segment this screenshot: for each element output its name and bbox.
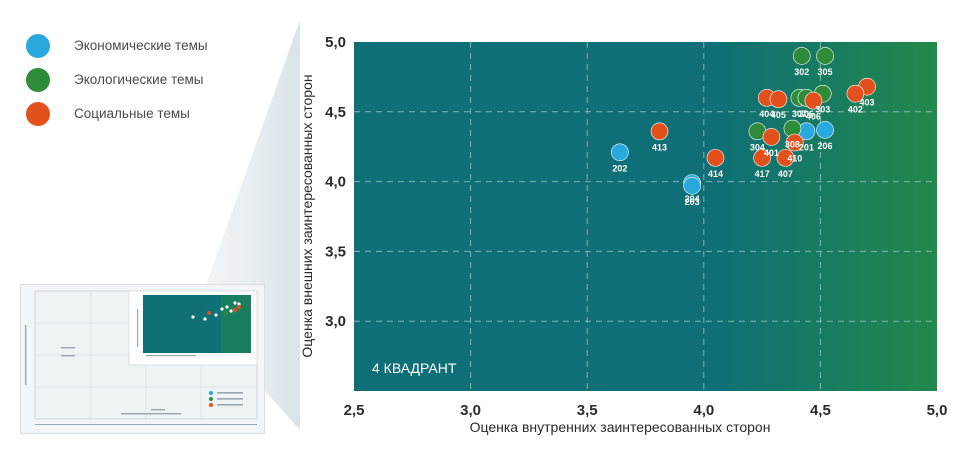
data-point-label: 304 [750, 142, 765, 152]
x-tick-label: 4,0 [693, 402, 714, 419]
data-point [816, 47, 834, 65]
data-point [706, 149, 725, 167]
legend-label-ecological: Экологические темы [74, 72, 204, 87]
data-point-label: 413 [652, 142, 667, 152]
data-point [683, 176, 701, 195]
data-point-label: 414 [708, 169, 723, 179]
overview-thumbnail [20, 284, 265, 434]
data-point [769, 90, 788, 109]
data-point-label: 201 [799, 142, 814, 152]
legend-label-social: Социальные темы [74, 106, 190, 121]
data-point-label: 306 [799, 109, 814, 119]
x-tick-label: 4,5 [810, 402, 831, 419]
data-point-label: 307 [792, 109, 807, 119]
y-axis-title: Оценка внешних заинтересованных сторон [299, 74, 315, 357]
data-point [762, 128, 781, 146]
data-point [792, 47, 811, 65]
data-point-label: 410 [787, 154, 802, 164]
data-point [816, 121, 834, 139]
data-point-label: 202 [612, 163, 627, 173]
data-point-label: 308 [785, 140, 800, 150]
scatter-chart: 2,5 3,0 3,5 4,0 4,5 5,0 3,0 3,5 4,0 4,5 5,0 202 204… [299, 34, 947, 435]
data-point-label: 406 [806, 112, 821, 122]
data-point-label: 204 [685, 194, 700, 204]
data-point-label: 305 [818, 67, 833, 77]
data-point [650, 122, 669, 141]
data-point [785, 133, 804, 152]
data-point [753, 149, 771, 167]
legend-dot-social [26, 102, 50, 126]
quadrant-label: 4 КВАДРАНТ [372, 360, 457, 376]
data-point-label: 407 [778, 169, 793, 179]
x-axis-title: Оценка внутренних заинтересованных сторо… [470, 419, 771, 435]
data-point-label: 303 [815, 105, 830, 115]
data-point-label: 404 [759, 109, 774, 119]
data-point-label: 203 [685, 197, 700, 207]
x-tick-label: 5,0 [927, 402, 948, 419]
data-point [846, 84, 865, 103]
y-tick-label: 3,5 [325, 243, 346, 260]
x-tick-label: 3,0 [460, 402, 481, 419]
data-point-label: 403 [860, 98, 875, 108]
y-tick-label: 4,5 [325, 104, 346, 121]
gridlines [354, 42, 937, 391]
data-point-label: 402 [848, 105, 863, 115]
data-point [776, 149, 795, 167]
y-tick-label: 4,0 [325, 174, 346, 191]
data-point-label: 302 [794, 67, 809, 77]
data-point-label: 417 [755, 169, 770, 179]
x-tick-label: 2,5 [344, 402, 365, 419]
x-tick-label: 3,5 [577, 402, 598, 419]
data-point-label: 401 [764, 148, 779, 158]
legend-dot-economic [26, 34, 50, 58]
legend-dot-ecological [26, 68, 50, 92]
data-point [804, 91, 823, 110]
data-point-label: 206 [818, 141, 833, 151]
legend-label-economic: Экономические темы [74, 38, 208, 53]
y-tick-label: 5,0 [325, 34, 346, 51]
y-tick-label: 3,0 [325, 313, 346, 330]
overview-thumbnail-graphic [25, 290, 258, 425]
axis-ticks: 2,5 3,0 3,5 4,0 4,5 5,0 3,0 3,5 4,0 4,5 5,0 [325, 34, 947, 419]
data-point [611, 143, 629, 162]
plot-background [354, 42, 937, 391]
data-point-label: 405 [771, 110, 786, 120]
